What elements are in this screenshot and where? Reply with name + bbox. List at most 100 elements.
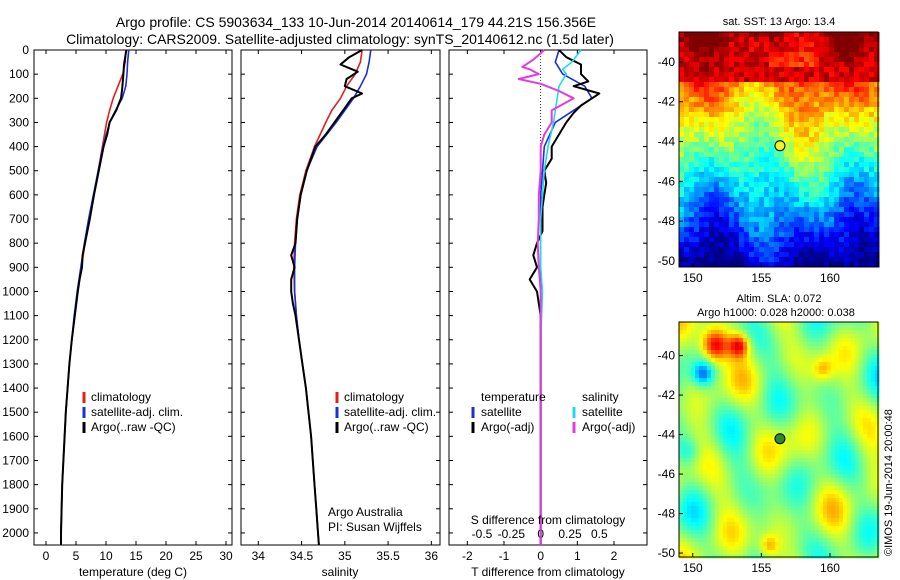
heatmap-cell	[687, 510, 692, 515]
heatmap-cell	[699, 538, 704, 543]
heatmap-cell	[815, 470, 820, 475]
heatmap-cell	[869, 137, 875, 143]
heatmap-cell	[799, 322, 804, 327]
heatmap-cell	[871, 482, 876, 487]
heatmap-cell	[859, 350, 864, 355]
heatmap-cell	[855, 470, 860, 475]
heatmap-cell	[767, 334, 772, 339]
heatmap-cell	[703, 430, 708, 435]
heatmap-cell	[855, 518, 860, 523]
heatmap-cell	[783, 526, 788, 531]
heatmap-cell	[751, 334, 756, 339]
heatmap-cell	[744, 127, 750, 133]
heatmap-cell	[799, 32, 805, 38]
heatmap-cell	[723, 382, 728, 387]
heatmap-cell	[847, 346, 852, 351]
heatmap-cell	[784, 152, 790, 158]
heatmap-cell	[743, 486, 748, 491]
heatmap-cell	[759, 466, 764, 471]
heatmap-cell	[849, 37, 855, 43]
heatmap-cell	[834, 217, 840, 223]
heatmap-cell	[699, 526, 704, 531]
heatmap-cell	[827, 334, 832, 339]
heatmap-cell	[735, 326, 740, 331]
heatmap-cell	[775, 458, 780, 463]
heatmap-cell	[799, 350, 804, 355]
heatmap-cell	[831, 538, 836, 543]
heatmap-cell	[724, 187, 730, 193]
heatmap-cell	[763, 422, 768, 427]
heatmap-cell	[807, 426, 812, 431]
heatmap-cell	[779, 217, 785, 223]
heatmap-cell	[863, 442, 868, 447]
heatmap-cell	[804, 192, 810, 198]
sla-map-title-line2: Argo h1000: 0.028 h2000: 0.038	[697, 307, 855, 319]
heatmap-cell	[767, 486, 772, 491]
heatmap-cell	[749, 167, 755, 173]
heatmap-cell	[844, 187, 850, 193]
heatmap-cell	[803, 470, 808, 475]
heatmap-cell	[715, 382, 720, 387]
heatmap-cell	[763, 430, 768, 435]
heatmap-cell	[787, 386, 792, 391]
heatmap-cell	[714, 227, 720, 233]
heatmap-cell	[811, 498, 816, 503]
heatmap-cell	[867, 470, 872, 475]
heatmap-cell	[767, 474, 772, 479]
heatmap-cell	[735, 470, 740, 475]
heatmap-cell	[787, 490, 792, 495]
heatmap-cell	[719, 538, 724, 543]
heatmap-cell	[789, 127, 795, 133]
heatmap-cell	[831, 482, 836, 487]
heatmap-cell	[835, 410, 840, 415]
heatmap-cell	[869, 227, 875, 233]
heatmap-cell	[679, 346, 684, 351]
heatmap-cell	[751, 518, 756, 523]
heatmap-cell	[723, 498, 728, 503]
heatmap-cell	[855, 346, 860, 351]
heatmap-cell	[699, 87, 705, 93]
heatmap-cell	[804, 227, 810, 233]
heatmap-cell	[844, 207, 850, 213]
heatmap-cell	[867, 410, 872, 415]
heatmap-cell	[803, 422, 808, 427]
heatmap-cell	[764, 82, 770, 88]
heatmap-cell	[795, 470, 800, 475]
heatmap-cell	[804, 247, 810, 253]
heatmap-cell	[769, 167, 775, 173]
heatmap-cell	[744, 152, 750, 158]
heatmap-cell	[809, 162, 815, 168]
heatmap-cell	[875, 382, 880, 387]
depth-tick-label: 100	[9, 67, 29, 81]
heatmap-cell	[807, 406, 812, 411]
heatmap-cell	[755, 350, 760, 355]
heatmap-cell	[779, 334, 784, 339]
heatmap-cell	[779, 247, 785, 253]
heatmap-cell	[747, 430, 752, 435]
heatmap-cell	[731, 350, 736, 355]
heatmap-cell	[839, 142, 845, 148]
heatmap-cell	[807, 342, 812, 347]
heatmap-cell	[743, 354, 748, 359]
heatmap-cell	[874, 102, 880, 108]
heatmap-cell	[829, 137, 835, 143]
heatmap-cell	[695, 438, 700, 443]
heatmap-cell	[695, 354, 700, 359]
heatmap-cell	[779, 102, 785, 108]
heatmap-cell	[774, 112, 780, 118]
heatmap-cell	[849, 122, 855, 128]
heatmap-cell	[839, 77, 845, 83]
heatmap-cell	[819, 346, 824, 351]
heatmap-cell	[699, 546, 704, 551]
heatmap-cell	[739, 546, 744, 551]
heatmap-cell	[799, 47, 805, 53]
heatmap-cell	[831, 394, 836, 399]
heatmap-cell	[779, 430, 784, 435]
heatmap-cell	[787, 354, 792, 359]
heatmap-cell	[739, 346, 744, 351]
heatmap-cell	[734, 62, 740, 68]
heatmap-cell	[709, 72, 715, 78]
heatmap-cell	[691, 422, 696, 427]
heatmap-cell	[843, 466, 848, 471]
